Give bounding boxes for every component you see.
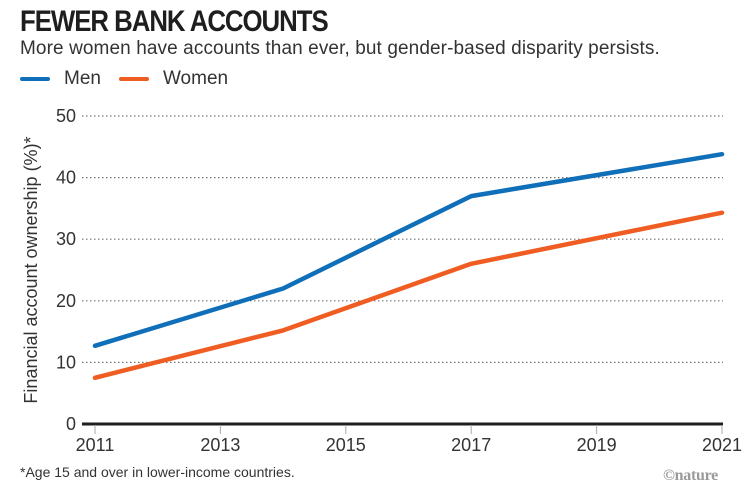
y-tick-label: 0 (66, 414, 76, 434)
y-tick-label: 40 (56, 168, 76, 188)
y-axis: 0 10 20 30 40 50 (56, 106, 76, 434)
footnote: *Age 15 and over in lower-income countri… (20, 464, 295, 480)
y-tick-label: 10 (56, 352, 76, 372)
x-tick-label: 2021 (702, 435, 742, 455)
x-tick-label: 2013 (200, 435, 240, 455)
y-tick-label: 50 (56, 106, 76, 126)
x-tick-label: 2019 (577, 435, 617, 455)
y-axis-label: Financial account ownership (%)* (21, 136, 41, 403)
series-line-men (92, 151, 725, 349)
x-tick-label: 2011 (76, 435, 115, 455)
series-line-women (92, 210, 725, 381)
chart-subtitle: More women have accounts than ever, but … (20, 38, 660, 59)
legend-item-women: Women (118, 68, 229, 90)
legend-label-women: Women (162, 68, 229, 89)
legend-swatch-women (118, 77, 149, 81)
legend-item-men: Men (20, 68, 101, 90)
nature-credit: ©nature (663, 467, 718, 484)
x-tick-label: 2015 (326, 435, 366, 455)
legend: Men Women (20, 68, 246, 90)
series-lines (92, 151, 725, 381)
x-tick-label: 2017 (451, 435, 491, 455)
legend-swatch-men (20, 77, 50, 81)
legend-label-men: Men (64, 68, 101, 89)
gridlines (82, 115, 723, 363)
y-tick-label: 30 (56, 229, 76, 249)
x-axis: 2011 2013 2015 2017 2019 2021 (76, 422, 742, 455)
chart-title: FEWER BANK ACCOUNTS (20, 5, 329, 38)
y-tick-label: 20 (56, 291, 76, 311)
